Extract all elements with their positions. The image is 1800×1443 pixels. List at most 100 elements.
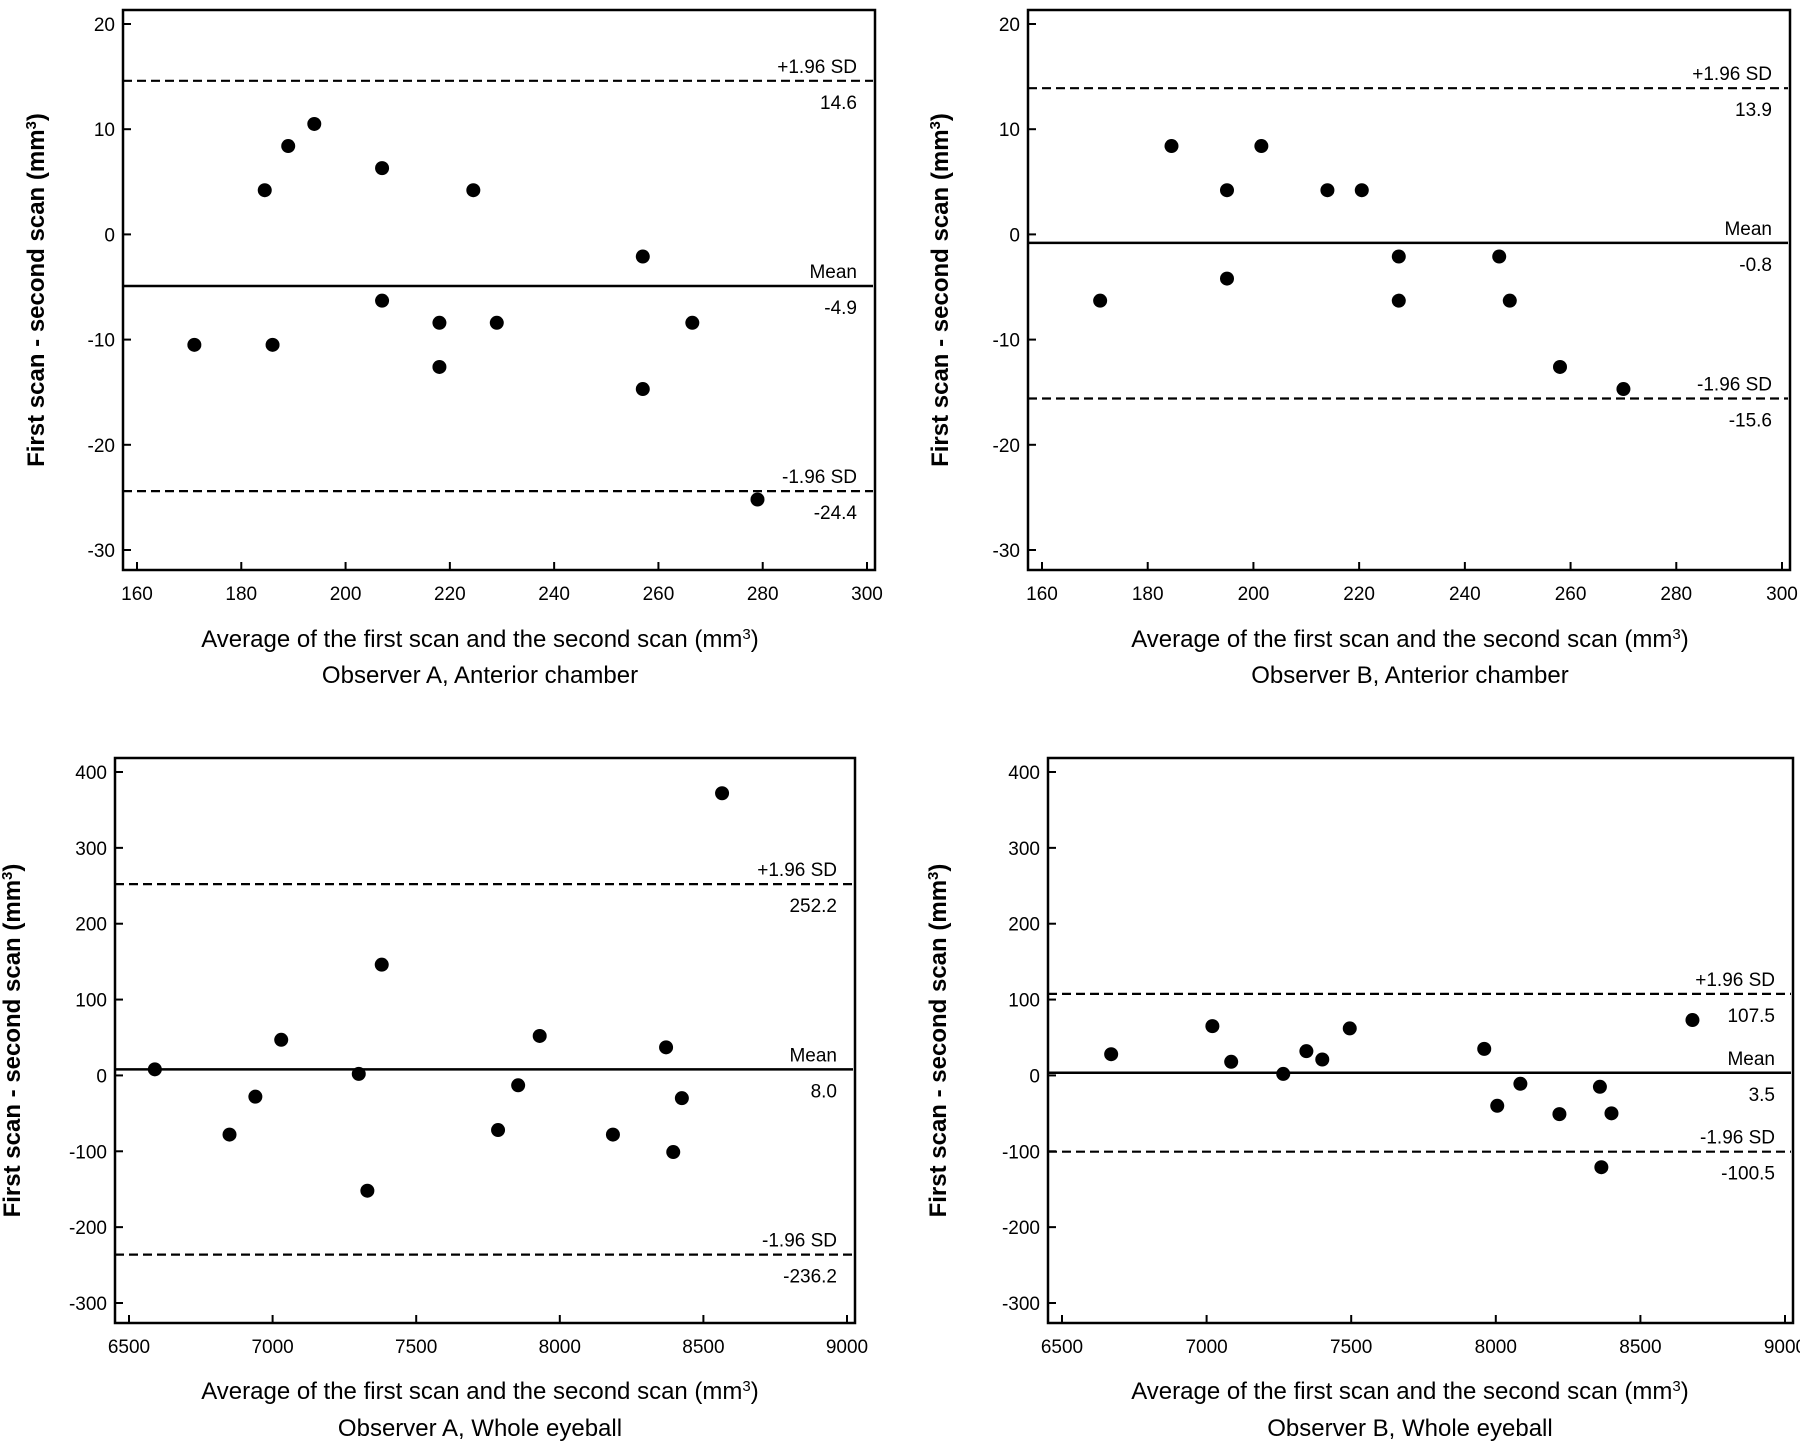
x-tick-label: 8500 (682, 1337, 724, 1358)
data-point (1254, 139, 1269, 154)
plot-frame (1026, 8, 1792, 572)
x-tick-label: 7500 (395, 1337, 437, 1358)
x-tick-label: 7000 (251, 1337, 293, 1358)
reference-line-value: -24.4 (814, 503, 858, 524)
data-point (432, 315, 447, 330)
data-point (1685, 1013, 1700, 1028)
y-tick-label: 400 (75, 763, 107, 784)
data-point (1502, 293, 1517, 308)
panel-title: Observer A, Whole eyeball (338, 1415, 622, 1442)
data-point (351, 1066, 366, 1081)
y-axis-title: First scan - second scan (mm3) (0, 864, 26, 1218)
x-tick-label: 300 (1766, 584, 1798, 605)
data-point (605, 1127, 620, 1142)
y-tick-label: 100 (1008, 991, 1040, 1012)
x-axis-title: Average of the first scan and the second… (1131, 626, 1689, 654)
data-point (1220, 271, 1234, 286)
reference-line-value: 252.2 (789, 896, 837, 917)
panel-title: Observer B, Whole eyeball (1267, 1415, 1552, 1442)
data-point (257, 183, 272, 198)
y-axis-title: First scan - second scan (mm3) (23, 113, 51, 467)
data-point (635, 249, 650, 264)
y-tick-label: 0 (104, 225, 115, 246)
y-tick-label: -30 (88, 541, 115, 562)
data-point (1299, 1044, 1314, 1059)
data-point (360, 1183, 375, 1198)
data-point (1592, 1079, 1607, 1094)
reference-line-value: -4.9 (824, 298, 857, 319)
data-point (307, 116, 322, 131)
reference-line-label: -1.96 SD (782, 467, 857, 488)
x-tick-label: 260 (1555, 584, 1587, 605)
y-tick-label: -300 (1002, 1294, 1040, 1315)
x-axis-title: Average of the first scan and the second… (201, 626, 759, 654)
reference-line-label: Mean (1727, 1049, 1775, 1070)
y-tick-label: -100 (1002, 1142, 1040, 1163)
y-tick-label: -20 (88, 436, 115, 457)
data-point (1594, 1160, 1609, 1175)
y-tick-label: 300 (1008, 839, 1040, 860)
data-point (1104, 1047, 1119, 1062)
x-tick-label: 7000 (1185, 1337, 1227, 1358)
data-point (1220, 183, 1234, 198)
data-point (1391, 293, 1406, 308)
data-point (374, 957, 389, 972)
data-point (187, 337, 202, 352)
reference-line-value: -100.5 (1721, 1164, 1775, 1185)
y-axis-title: First scan - second scan (mm3) (927, 113, 955, 467)
data-point (666, 1145, 681, 1160)
data-point (1315, 1052, 1330, 1067)
y-tick-label: -200 (1002, 1218, 1040, 1239)
data-point (1164, 139, 1179, 154)
reference-line-value: 8.0 (811, 1081, 837, 1102)
y-tick-label: 20 (999, 15, 1020, 36)
x-tick-label: 260 (643, 584, 675, 605)
reference-line-value: 13.9 (1735, 100, 1772, 121)
data-point (1354, 183, 1369, 198)
data-point (222, 1127, 237, 1142)
x-tick-label: 300 (851, 584, 883, 605)
data-point (489, 315, 504, 330)
reference-line-label: -1.96 SD (1700, 1128, 1775, 1149)
x-tick-label: 180 (225, 584, 257, 605)
x-tick-label: 9000 (1764, 1337, 1800, 1358)
reference-line-value: 3.5 (1749, 1085, 1775, 1106)
y-tick-label: 0 (96, 1066, 107, 1087)
x-tick-label: 8000 (1475, 1337, 1517, 1358)
data-point (1276, 1066, 1291, 1081)
data-point (1490, 1098, 1505, 1113)
y-tick-label: 0 (1009, 225, 1020, 246)
y-tick-label: -20 (993, 436, 1020, 457)
data-point (532, 1028, 547, 1043)
reference-line-value: 107.5 (1727, 1006, 1775, 1027)
reference-line-label: +1.96 SD (757, 860, 837, 881)
plot-frame (121, 8, 877, 572)
reference-line-value: 14.6 (820, 93, 857, 114)
chart-panel-2: -30 -20 -10 0 10 20 160 180 200 220 240 260 280 300 +1… (927, 8, 1798, 689)
y-tick-label: 10 (94, 120, 115, 141)
data-point (432, 359, 447, 374)
x-tick-label: 6500 (1041, 1337, 1083, 1358)
data-point (1205, 1019, 1220, 1034)
x-tick-label: 6500 (108, 1337, 150, 1358)
data-point (265, 337, 280, 352)
x-tick-label: 180 (1132, 584, 1164, 605)
reference-line-label: -1.96 SD (762, 1231, 837, 1252)
reference-line-label: +1.96 SD (777, 57, 857, 78)
data-point (1604, 1106, 1619, 1121)
y-tick-label: -200 (69, 1218, 107, 1239)
reference-line-value: -0.8 (1739, 255, 1772, 276)
x-tick-label: 200 (330, 584, 362, 605)
reference-line-value: -15.6 (1729, 411, 1772, 432)
data-point (491, 1123, 506, 1138)
x-tick-label: 160 (1026, 584, 1058, 605)
y-tick-label: 0 (1029, 1066, 1040, 1087)
plot-frame (1046, 756, 1795, 1325)
y-tick-label: -10 (88, 331, 115, 352)
panel-title: Observer B, Anterior chamber (1251, 662, 1568, 689)
data-point (1224, 1054, 1239, 1069)
x-tick-label: 280 (747, 584, 779, 605)
data-point (1492, 249, 1507, 264)
y-tick-label: -100 (69, 1142, 107, 1163)
